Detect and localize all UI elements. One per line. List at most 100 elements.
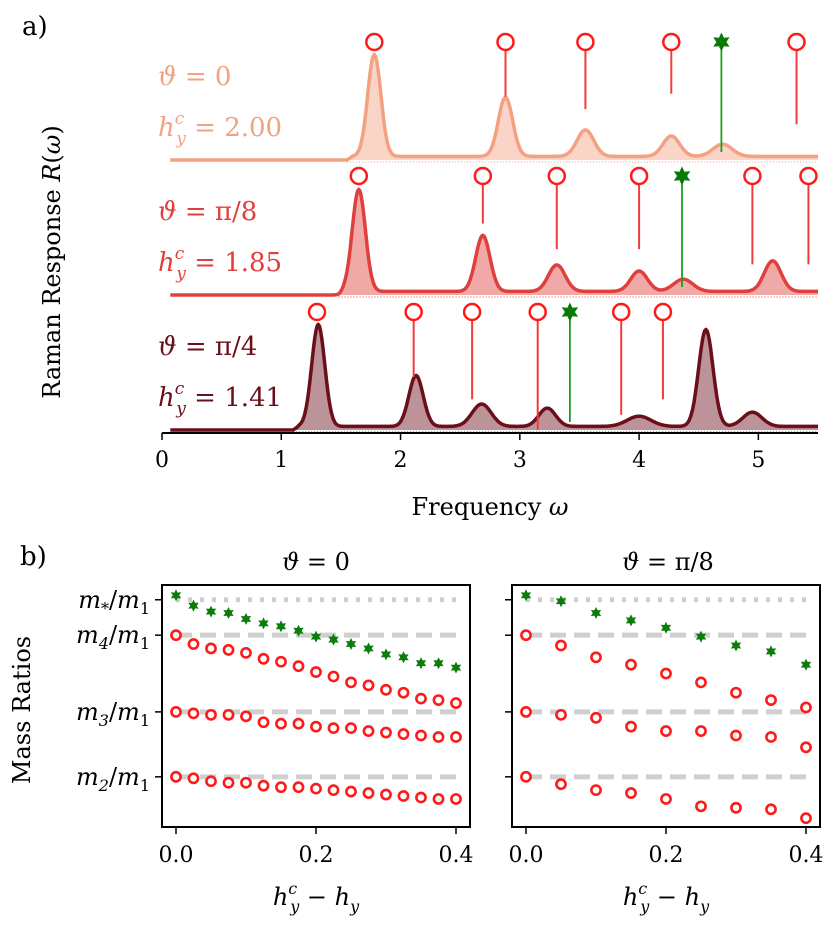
mass-circle-point — [590, 784, 602, 797]
mass-circle-point — [520, 629, 532, 642]
mass-circle-point — [257, 652, 270, 665]
mass-circle-point — [450, 731, 462, 743]
mass-star-point — [345, 638, 357, 650]
mass-star-point — [520, 589, 532, 602]
mass-circle-point — [555, 778, 567, 791]
mass-right-x-axis-label: hc y − hy — [623, 879, 710, 916]
mode-circle-marker — [576, 32, 595, 52]
mass-star-point — [380, 648, 392, 661]
mass-x-tick-label: 0.4 — [439, 843, 474, 868]
mass-circle-point — [275, 717, 287, 730]
mass-circle-point — [380, 726, 392, 739]
mass-y-tick-label: m4/m1 — [76, 621, 150, 653]
mode-circle-marker — [307, 302, 327, 322]
mass-star-point — [590, 607, 602, 619]
raman-y-axis-label: Raman Response R(ω) — [38, 125, 66, 399]
hc-label-3: hc y = 1.41 — [158, 379, 282, 419]
mass-circle-point — [695, 676, 707, 689]
mass-circle-point — [170, 706, 182, 718]
raman-x-tick-label: 2 — [394, 448, 408, 473]
mass-right-title: ϑ = π/8 — [622, 548, 714, 576]
mass-star-point — [433, 657, 444, 670]
mass-circle-point — [292, 781, 305, 794]
panel-label-b: b) — [20, 542, 47, 572]
mass-circle-point — [310, 666, 322, 678]
mass-circle-point — [397, 728, 410, 740]
mass-circle-point — [205, 708, 217, 721]
mass-circle-point — [520, 770, 532, 783]
mass-circle-point — [310, 720, 322, 733]
mass-circle-point — [222, 644, 235, 656]
mass-star-point — [730, 639, 742, 652]
mode-circle-marker — [528, 302, 547, 322]
mass-circle-point — [275, 781, 287, 794]
mass-star-point — [660, 621, 672, 634]
mass-star-point — [328, 633, 339, 646]
mass-y-axis-label: Mass Ratios — [8, 636, 36, 784]
raman-series-1: ϑ = 0 hc y = 2.00 — [158, 32, 819, 163]
mass-star-point — [240, 612, 252, 625]
mass-circle-point — [345, 785, 357, 798]
mass-circle-point — [450, 697, 462, 709]
mass-circle-point — [415, 729, 427, 742]
mass-circle-point — [327, 784, 340, 797]
mass-star-point — [170, 589, 182, 602]
mass-x-tick-label: 0.0 — [159, 843, 194, 868]
mass-circle-point — [730, 729, 742, 742]
mass-circle-point — [695, 800, 707, 813]
mode-star-marker — [673, 166, 691, 186]
mass-circle-point — [625, 720, 637, 733]
mode-circle-marker — [787, 32, 806, 52]
mass-star-point — [188, 599, 199, 612]
mode-star-marker — [561, 302, 579, 322]
panel-label-a: a) — [22, 12, 48, 42]
mass-circle-point — [800, 812, 812, 825]
mass-circle-point — [765, 694, 777, 706]
mode-circle-marker — [662, 32, 681, 52]
raman-x-axis-label: Frequency ω — [411, 493, 568, 521]
mass-star-point — [223, 607, 234, 619]
mass-circle-point — [432, 793, 445, 805]
raman-curve-2 — [169, 187, 819, 297]
mass-x-tick-label: 0.4 — [789, 843, 824, 868]
mass-circle-point — [240, 646, 252, 659]
mass-circle-point — [450, 793, 462, 805]
mass-circle-point — [625, 787, 637, 799]
mass-circle-point — [397, 790, 410, 802]
raman-series-2: ϑ = π/8 hc y = 1.85 — [158, 166, 819, 298]
mass-circle-point — [397, 686, 410, 699]
mass-circle-point — [555, 708, 567, 721]
mass-circle-point — [170, 770, 182, 783]
raman-x-tick-label: 0 — [155, 448, 169, 473]
mass-circle-point — [275, 655, 287, 668]
mode-circle-marker — [349, 166, 369, 186]
mass-circle-point — [327, 722, 340, 735]
mass-circle-point — [205, 775, 217, 788]
mass-circle-point — [695, 725, 707, 737]
mass-circle-point — [187, 638, 200, 650]
mass-circle-point — [240, 776, 252, 789]
mass-circle-point — [800, 701, 812, 714]
raman-fill-3 — [170, 324, 819, 430]
mass-circle-point — [292, 717, 305, 730]
mode-circle-marker — [743, 166, 762, 186]
mass-circle-point — [345, 722, 357, 735]
mass-circle-point — [415, 791, 427, 804]
mass-circle-point — [222, 708, 235, 721]
mass-star-point — [800, 658, 812, 671]
mass-ratio-chart-theta-pi8: ϑ = π/8 0.0 0.2 0.4 hc y − hy — [505, 548, 824, 916]
raman-x-tick-label: 1 — [274, 448, 288, 473]
mass-circle-point — [625, 658, 637, 671]
mass-y-tick-label: m3/m1 — [76, 698, 150, 730]
mass-x-tick-label: 0.2 — [649, 843, 684, 868]
mass-circle-point — [327, 670, 340, 683]
mass-star-point — [695, 630, 707, 643]
raman-response-chart: ϑ = 0 hc y = 2.00 ϑ = π/8 hc y = 1.85 ϑ = π/4 h… — [38, 32, 819, 521]
mass-circle-point — [432, 694, 445, 706]
mass-star-point — [765, 645, 777, 658]
mass-circle-point — [520, 706, 532, 718]
mass-circle-point — [660, 793, 672, 805]
mass-star-point — [293, 624, 304, 637]
mode-circle-marker — [799, 166, 818, 186]
